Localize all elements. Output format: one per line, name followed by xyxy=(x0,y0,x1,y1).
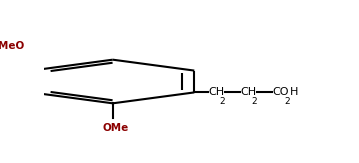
Text: 2: 2 xyxy=(219,97,225,106)
Text: H: H xyxy=(290,87,298,97)
Text: 2: 2 xyxy=(251,97,257,106)
Text: OMe: OMe xyxy=(103,123,129,133)
Text: 2: 2 xyxy=(284,97,290,106)
Text: MeO: MeO xyxy=(0,41,24,51)
Text: CH: CH xyxy=(241,87,257,97)
Text: CO: CO xyxy=(272,87,289,97)
Text: CH: CH xyxy=(209,87,225,97)
